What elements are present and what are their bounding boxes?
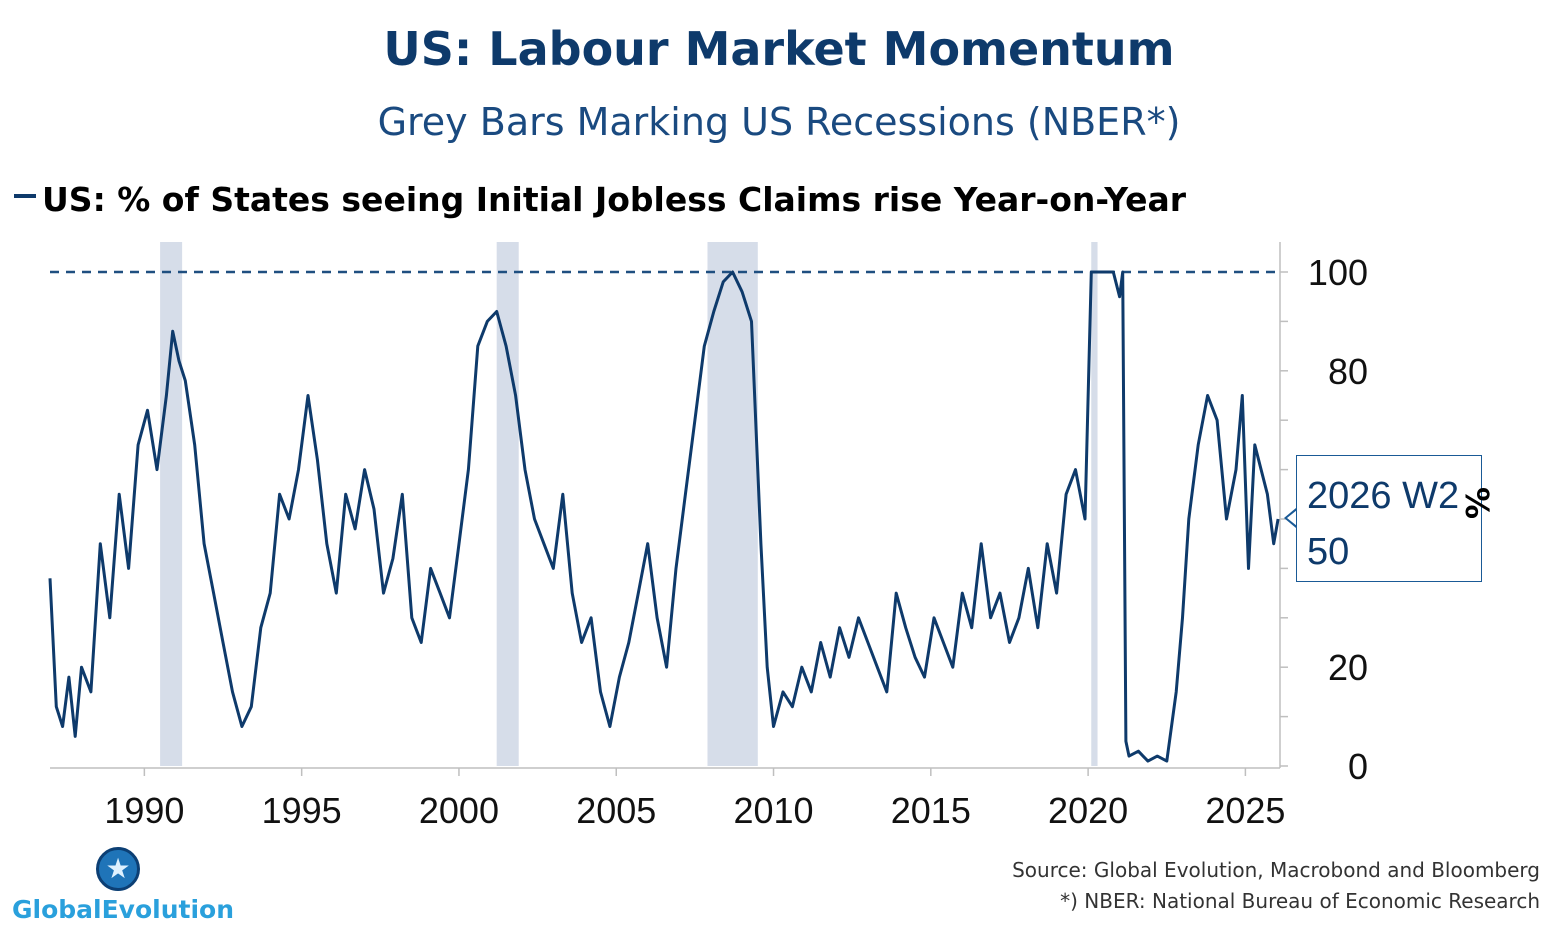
axes	[50, 242, 1281, 769]
source-text: Source: Global Evolution, Macrobond and …	[1012, 858, 1540, 882]
x-tick-label: 2000	[419, 790, 499, 831]
recession-bar	[496, 242, 519, 766]
y-axis-ticks: 0 20 80 100	[1280, 252, 1368, 787]
x-axis-ticks: 1990 1995 2000 2005 2010 2015 2020 2025	[104, 768, 1285, 831]
legend-line-swatch	[14, 193, 36, 198]
callout-value: 50	[1307, 531, 1350, 573]
x-tick-label: 1990	[104, 790, 184, 831]
y-tick-label: 100	[1308, 252, 1368, 293]
recession-bar	[707, 242, 758, 766]
y-tick-label: 0	[1348, 746, 1368, 787]
logo-text: GlobalEvolution	[12, 895, 235, 924]
chart-subtitle: Grey Bars Marking US Recessions (NBER*)	[377, 100, 1181, 144]
series-line	[48, 270, 1280, 763]
x-tick-label: 1995	[262, 790, 342, 831]
star-icon: ★	[96, 847, 140, 891]
x-tick-label: 2010	[733, 790, 813, 831]
x-tick-label: 2020	[1048, 790, 1128, 831]
x-tick-label: 2015	[891, 790, 971, 831]
series-layer	[48, 270, 1280, 763]
latest-value-callout: 2026 W2 50	[1296, 455, 1482, 582]
y-axis-unit: %	[1458, 487, 1496, 520]
callout-period: 2026 W2	[1307, 475, 1460, 517]
recession-bars	[160, 242, 1098, 766]
x-tick-label: 2005	[576, 790, 656, 831]
global-evolution-logo: ★ GlobalEvolution	[12, 845, 235, 930]
recession-bar	[1091, 242, 1098, 766]
legend-series-label: US: % of States seeing Initial Jobless C…	[42, 180, 1187, 219]
recession-bar	[160, 242, 183, 766]
chart-title: US: Labour Market Momentum	[383, 22, 1175, 76]
legend: US: % of States seeing Initial Jobless C…	[14, 180, 1186, 219]
source-note: Source: Global Evolution, Macrobond and …	[1012, 855, 1540, 917]
x-tick-label: 2025	[1205, 790, 1285, 831]
callout-pointer-fill	[1287, 510, 1297, 526]
footnote-text: *) NBER: National Bureau of Economic Res…	[1060, 889, 1540, 913]
y-tick-label: 80	[1328, 351, 1368, 392]
y-tick-label: 20	[1328, 647, 1368, 688]
